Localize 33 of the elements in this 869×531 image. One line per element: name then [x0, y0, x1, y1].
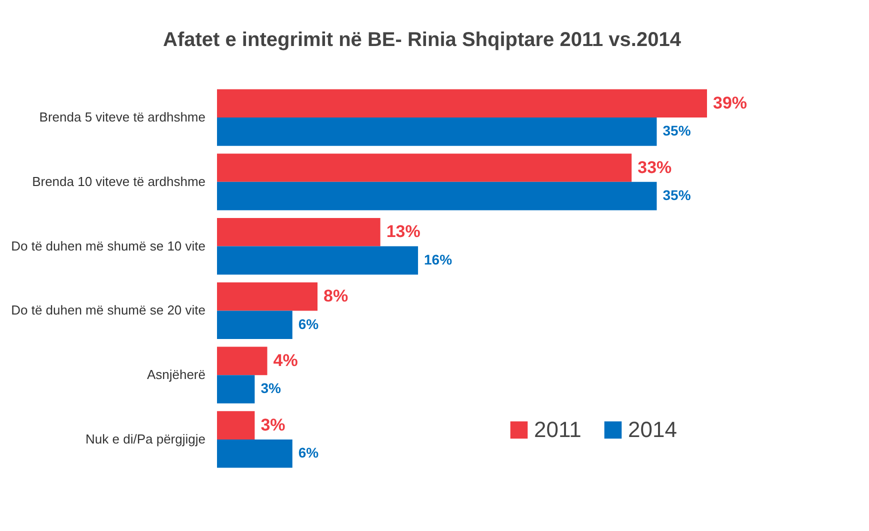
bar: [217, 218, 380, 246]
y-tick-label: Nuk e di/Pa përgjigje: [86, 431, 206, 446]
data-label: 39%: [713, 93, 748, 112]
data-label: 35%: [662, 187, 692, 204]
data-label: 35%: [662, 122, 692, 139]
data-label: 3%: [260, 415, 286, 434]
bar: [217, 154, 632, 182]
data-label: 4%: [273, 350, 298, 370]
y-tick-label: Do të duhen më shumë se 10 vite: [11, 238, 206, 254]
y-tick-label: Brenda 5 viteve të ardhshme: [39, 110, 206, 125]
bar: [217, 439, 292, 468]
bar: [217, 246, 418, 275]
bar: [217, 282, 318, 311]
data-label: 16%: [424, 251, 453, 268]
bar: [217, 310, 292, 340]
bar: [217, 89, 707, 118]
data-label: 6%: [298, 316, 320, 332]
y-tick-label: Brenda 10 viteve të ardhshme: [32, 174, 206, 189]
data-label: 6%: [298, 444, 320, 461]
legend-label: 2011: [534, 417, 582, 442]
bar: [217, 118, 657, 146]
y-tick-label: Do të duhen më shumë se 20 vite: [11, 302, 206, 318]
y-tick-label: Asnjëherë: [146, 367, 206, 382]
bar: [217, 346, 268, 376]
bar: [217, 182, 657, 210]
bar: [217, 375, 255, 404]
data-label: 3%: [260, 380, 282, 396]
legend-label: 2014: [628, 417, 677, 442]
data-label: 8%: [324, 286, 348, 306]
data-label: 33%: [638, 158, 672, 177]
data-label: 13%: [386, 222, 420, 242]
bar: [217, 411, 255, 440]
chart-title: Afatet e integrimit në BE- Rinia Shqiptare 2011 vs.2014: [163, 29, 682, 51]
